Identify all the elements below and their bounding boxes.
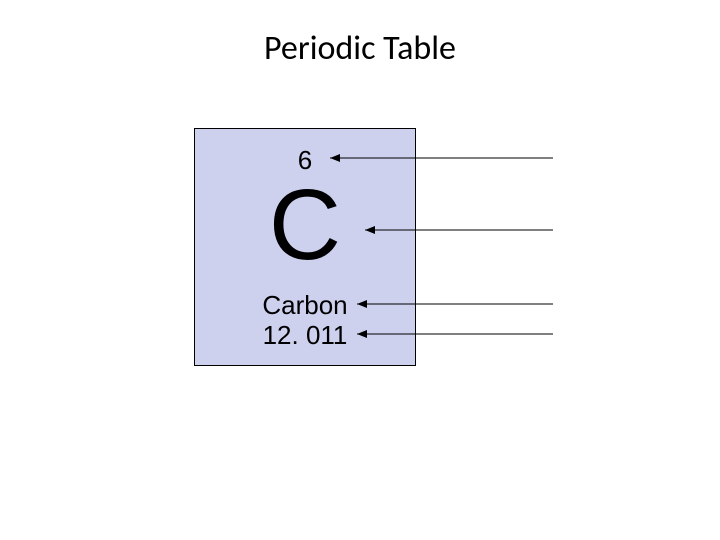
page-title: Periodic Table	[0, 28, 720, 69]
element-name: Carbon	[194, 290, 416, 321]
element-symbol: C	[194, 168, 416, 283]
atomic-mass: 12. 011	[194, 320, 416, 351]
